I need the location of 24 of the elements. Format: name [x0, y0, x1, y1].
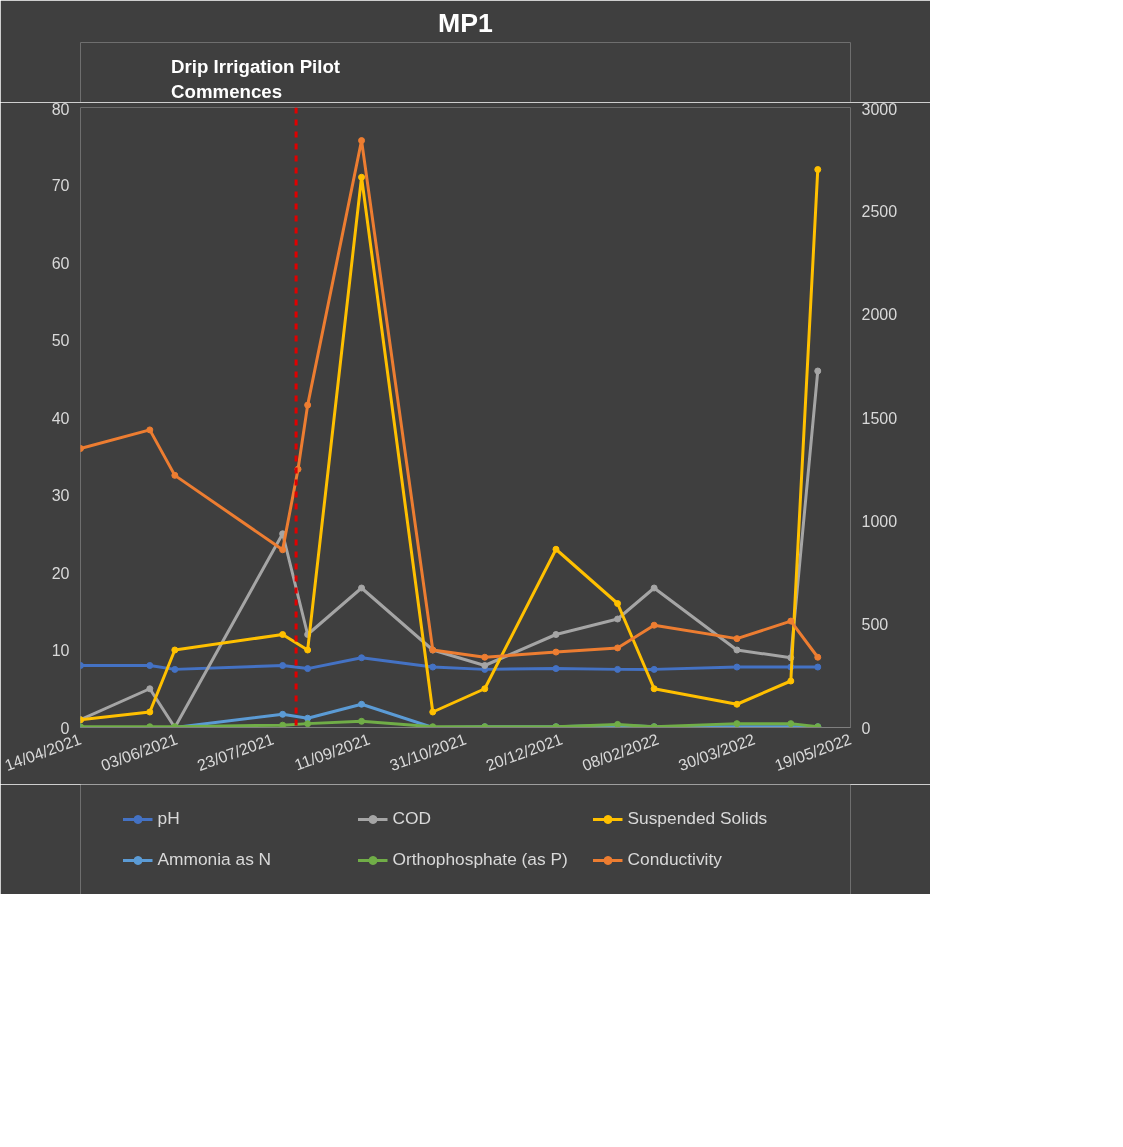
legend-label: Ammonia as N	[157, 849, 273, 870]
y2-tick-label: 3000	[861, 100, 898, 118]
legend-label: Orthophosphate (as P)	[392, 849, 569, 870]
y-tick-label: 30	[51, 487, 70, 504]
y2-tick-label: 1000	[861, 512, 898, 530]
legend-label: Suspended Solids	[627, 808, 769, 829]
y-tick-label: 60	[51, 254, 70, 272]
y2-tick-label: 2000	[861, 306, 898, 324]
y-tick-label: 50	[51, 332, 70, 349]
ref-line-label: Drip Irrigation Pilot Commences	[171, 56, 341, 103]
y-tick-label: 40	[51, 409, 70, 427]
legend-label: Conductivity	[627, 849, 723, 870]
y-tick-label: 20	[51, 564, 70, 582]
chart-title: MP1	[438, 7, 494, 38]
legend-label: COD	[392, 808, 432, 829]
y-tick-label: 70	[51, 177, 70, 194]
y2-tick-label: 500	[861, 616, 889, 634]
y2-tick-label: 2500	[861, 202, 898, 220]
y2-tick-label: 0	[861, 719, 871, 737]
legend-label: pH	[157, 808, 181, 829]
y-tick-label: 80	[51, 100, 70, 118]
y2-tick-label: 1500	[861, 409, 898, 427]
y-tick-label: 10	[51, 642, 70, 659]
y-tick-label: 0	[60, 719, 70, 737]
